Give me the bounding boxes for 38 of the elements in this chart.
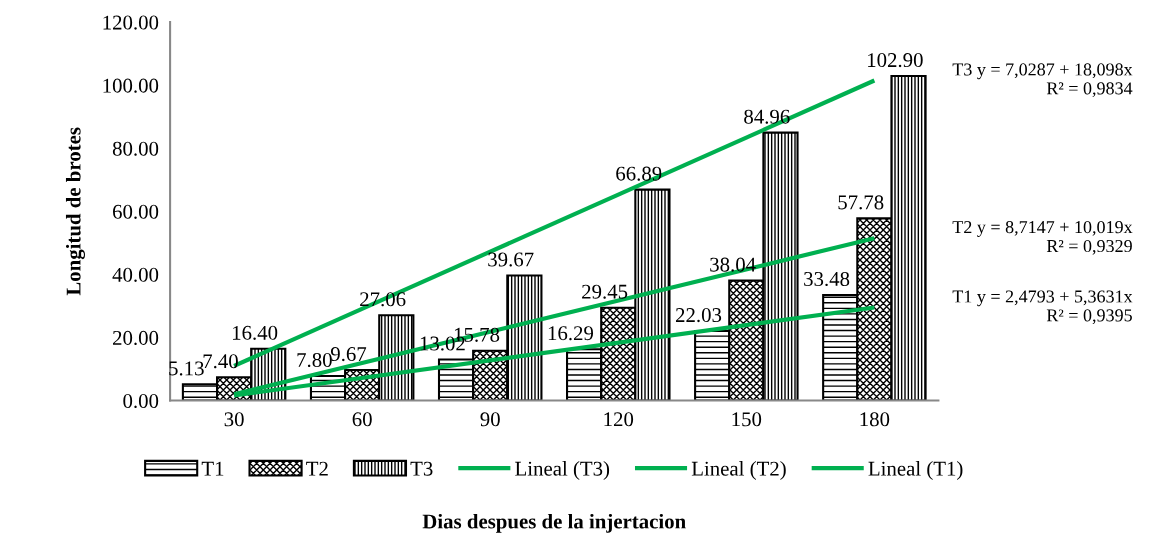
y-tick-label: 20.00 [113, 330, 159, 345]
data-label: 39.67 [488, 252, 534, 267]
data-label: 5.13 [169, 361, 204, 376]
legend-label: Lineal (T1) [868, 461, 963, 480]
y-axis-title: Longitud de brotes [65, 127, 86, 296]
x-tick-label: 90 [480, 412, 500, 427]
legend-label: T3 [410, 461, 433, 476]
y-tick-label: 80.00 [112, 141, 159, 156]
text: T3 y = 7,0287 + 18,098x R² = 0,9834 [952, 63, 1133, 98]
text: T1 y = 2,4793 + 5,3631x R² = 0,9395 [952, 290, 1133, 325]
legend-label: Lineal (T3) [515, 461, 610, 480]
data-label: 102.90 [868, 53, 923, 68]
y-tick-label: 0.00 [123, 393, 159, 409]
data-label: 57.78 [838, 195, 884, 210]
x-tick-label: 180 [860, 412, 890, 427]
y-tick-label: 40.00 [112, 267, 159, 282]
y-tick-label: 120.00 [103, 15, 159, 30]
text: T2 y = 8,7147 + 10,019x R² = 0,9329 [952, 221, 1133, 255]
x-tick-label: 30 [224, 412, 244, 427]
data-label: 16.40 [232, 325, 278, 340]
x-tick-label: 150 [732, 412, 762, 427]
x-tick-label: 60 [352, 412, 372, 427]
data-label: 16.29 [548, 326, 594, 341]
data-label: 84.96 [744, 109, 790, 124]
data-label: 29.45 [582, 284, 628, 299]
y-tick-label: 60.00 [112, 204, 159, 219]
y-tick-label: 100.00 [103, 78, 159, 93]
data-label: 38.04 [710, 257, 756, 272]
data-label: 33.48 [804, 271, 850, 287]
data-label: 7.80 [297, 352, 332, 368]
legend-label: T1 [201, 461, 224, 476]
legend-label: T2 [306, 461, 328, 476]
data-label: 66.89 [616, 166, 662, 181]
data-label: 22.03 [675, 308, 722, 323]
data-label: 7.40 [203, 354, 238, 369]
legend-label: Lineal (T2) [691, 461, 786, 480]
x-tick-label: 120 [604, 412, 634, 427]
x-axis-title: Dias despues de la injertacion [422, 513, 686, 533]
